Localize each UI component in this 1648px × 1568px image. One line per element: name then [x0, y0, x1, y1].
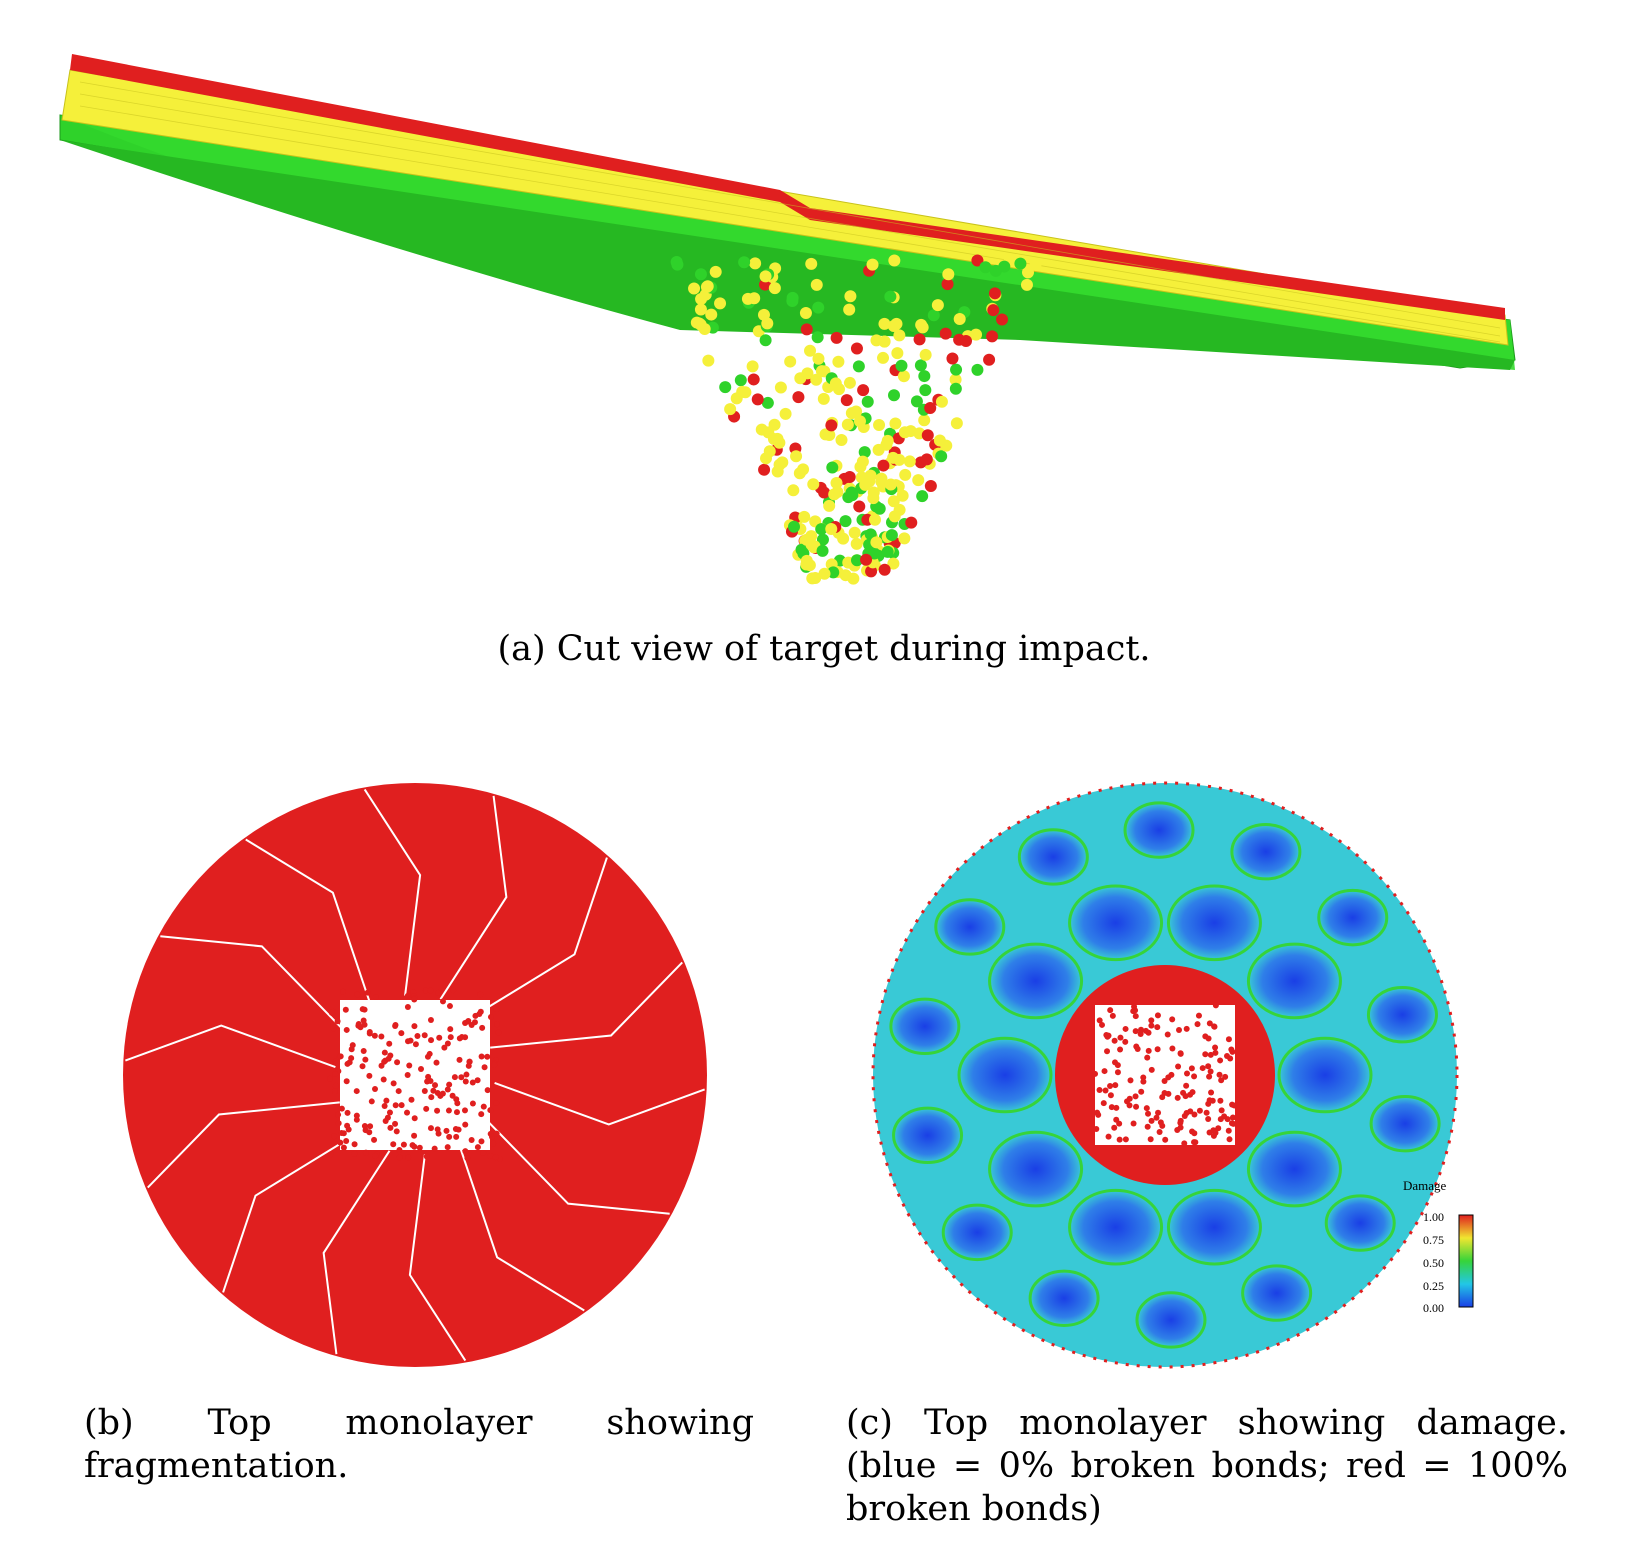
colorbar-tick-2: 0.75: [1423, 1233, 1444, 1247]
colorbar: Damage 1.00 0.75 0.50 0.25 0.00: [1403, 1178, 1474, 1315]
colorbar-tick-4: 0.25: [1423, 1279, 1444, 1293]
colorbar-gradient: [1458, 1214, 1474, 1308]
colorbar-title: Damage: [1403, 1178, 1447, 1193]
colorbar-tick-1: 1.00: [1423, 1210, 1444, 1224]
damage-image: Damage 1.00 0.75 0.50 0.25 0.00: [871, 781, 1474, 1369]
caption-b: (b) Top monolayer showing fragmentation.: [84, 1403, 754, 1486]
caption-c: (c) Top monolayer showing damage. (blue …: [846, 1403, 1568, 1529]
cut-view-image: [59, 54, 1516, 585]
colorbar-tick-5: 0.00: [1423, 1301, 1444, 1315]
colorbar-tick-3: 0.50: [1423, 1256, 1444, 1270]
fragmentation-image: [123, 783, 707, 1367]
caption-a: (a) Cut view of target during impact.: [497, 629, 1151, 669]
